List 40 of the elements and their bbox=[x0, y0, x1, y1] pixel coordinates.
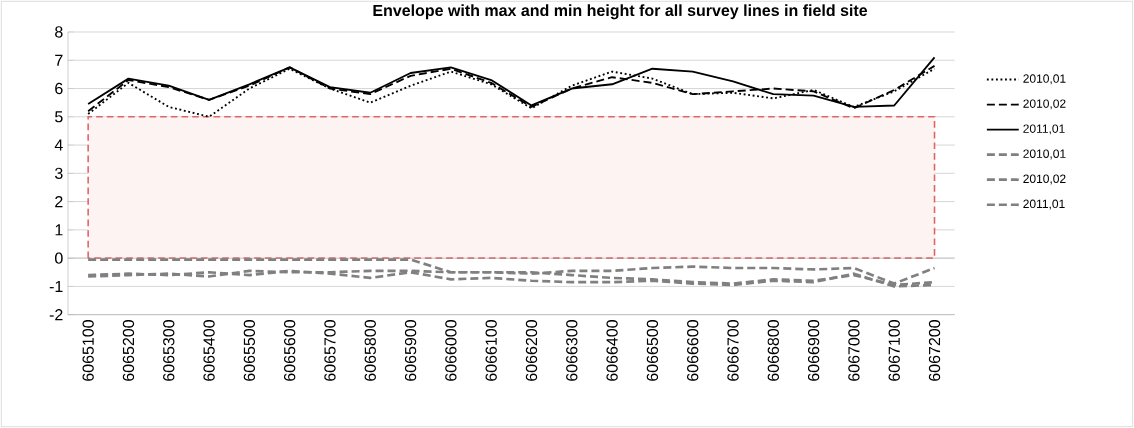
x-tick-label: 6067200 bbox=[928, 320, 941, 381]
y-tick-label: 3 bbox=[55, 167, 63, 179]
x-tick-label: 6065500 bbox=[243, 320, 256, 381]
x-tick-label: 6066300 bbox=[566, 320, 578, 381]
y-tick-label: -1 bbox=[49, 280, 63, 292]
x-tick-label: 6066100 bbox=[485, 320, 497, 381]
x-tick-label: 6066400 bbox=[606, 320, 618, 381]
y-tick-label: 1 bbox=[55, 224, 63, 236]
y-tick-label: 7 bbox=[55, 54, 63, 66]
y-tick-label: 4 bbox=[54, 139, 63, 151]
legend-label: 2010,01 bbox=[1023, 74, 1066, 85]
x-tick-label: 6065300 bbox=[163, 320, 175, 381]
x-tick-label: 6065600 bbox=[284, 320, 296, 381]
legend-label: 2010,02 bbox=[1023, 174, 1066, 185]
x-tick-label: 6067000 bbox=[848, 320, 860, 381]
chart-title: Envelope with max and min height for all survey lines in field site bbox=[373, 4, 868, 20]
x-tick-label: 6065700 bbox=[324, 320, 336, 381]
x-tick-label: 6066000 bbox=[445, 320, 457, 381]
x-tick-label: 6066800 bbox=[767, 320, 779, 381]
x-tick-label: 6066600 bbox=[687, 320, 699, 381]
x-tick-label: 6065100 bbox=[82, 320, 94, 381]
x-tick-label: 6065400 bbox=[203, 320, 215, 381]
legend-label: 2010,02 bbox=[1023, 99, 1066, 110]
y-tick-label: 6 bbox=[55, 82, 63, 95]
x-tick-label: 6066900 bbox=[807, 320, 820, 381]
x-tick-label: 6066500 bbox=[646, 320, 659, 381]
legend-label: 2011,01 bbox=[1023, 199, 1065, 210]
y-tick-label: 2 bbox=[55, 196, 63, 208]
legend-label: 2010,01 bbox=[1023, 149, 1066, 160]
x-tick-label: 6066200 bbox=[525, 320, 538, 381]
x-tick-label: 6065800 bbox=[364, 320, 376, 381]
x-tick-label: 6066700 bbox=[727, 320, 739, 381]
x-tick-label: 6067100 bbox=[888, 320, 900, 381]
y-tick-label: 0 bbox=[55, 252, 63, 264]
legend-label: 2011,01 bbox=[1023, 124, 1065, 135]
y-tick-label: 8 bbox=[55, 26, 63, 38]
x-tick-label: 6065200 bbox=[122, 320, 135, 381]
y-tick-label: -2 bbox=[49, 309, 63, 321]
x-tick-label: 6065900 bbox=[404, 320, 417, 381]
y-tick-label: 5 bbox=[55, 111, 63, 123]
